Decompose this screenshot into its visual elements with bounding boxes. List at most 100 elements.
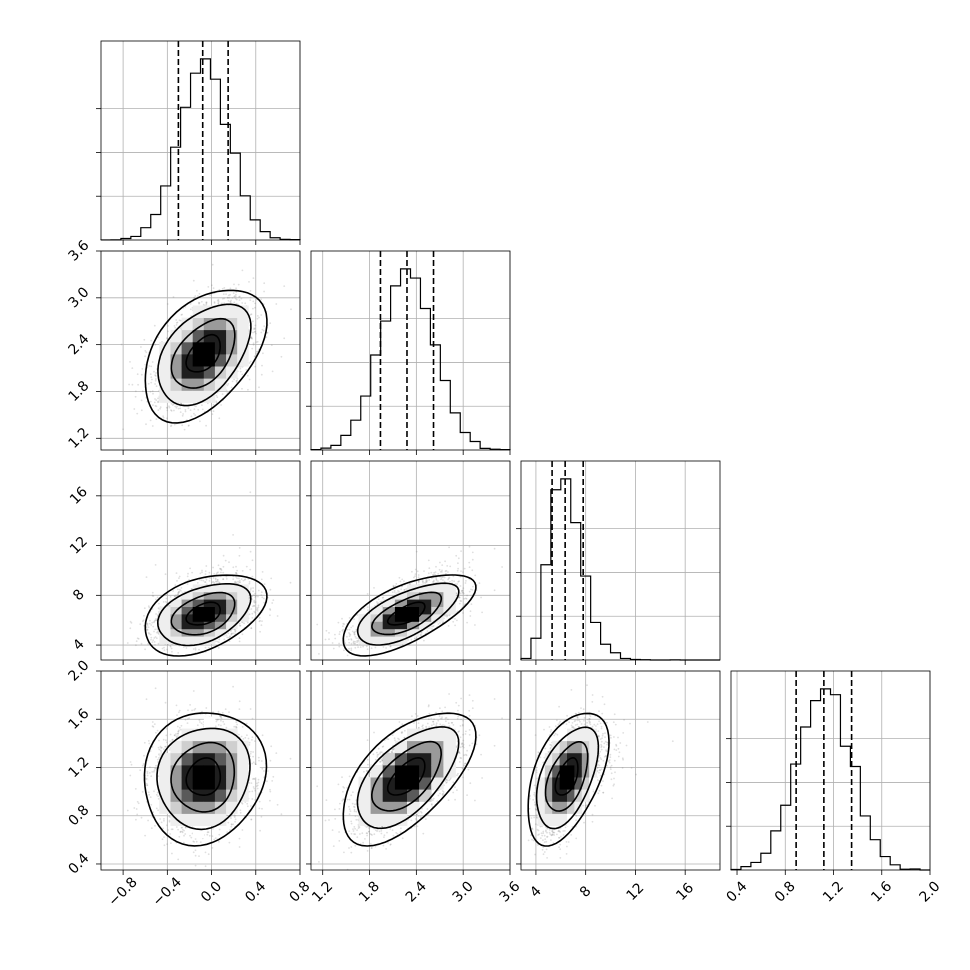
scatter-point bbox=[254, 327, 256, 330]
scatter-point bbox=[157, 397, 159, 400]
scatter-point bbox=[257, 606, 260, 609]
scatter-point bbox=[260, 331, 263, 334]
scatter-point bbox=[276, 615, 279, 617]
scatter-point bbox=[190, 415, 193, 418]
scatter-point bbox=[176, 321, 179, 324]
scatter-point bbox=[162, 601, 165, 603]
scatter-point bbox=[178, 577, 180, 579]
scatter-point bbox=[234, 297, 237, 300]
scatter-point bbox=[249, 589, 252, 591]
scatter-point bbox=[135, 644, 137, 647]
scatter-point bbox=[260, 624, 263, 627]
scatter-point bbox=[235, 302, 238, 305]
scatter-point bbox=[120, 343, 123, 346]
scatter-point bbox=[154, 405, 157, 407]
density-cell bbox=[203, 317, 216, 331]
scatter-point bbox=[167, 643, 170, 646]
density-cell bbox=[170, 354, 182, 367]
scatter-point bbox=[168, 406, 171, 409]
scatter-point bbox=[146, 624, 149, 627]
scatter-point bbox=[235, 291, 238, 293]
scatter-point bbox=[155, 418, 158, 420]
scatter-point bbox=[197, 408, 200, 411]
scatter-point bbox=[141, 390, 144, 393]
scatter-point bbox=[250, 627, 253, 630]
scatter-point bbox=[177, 652, 180, 654]
scatter-point bbox=[234, 629, 237, 632]
density-cell bbox=[192, 305, 205, 318]
scatter-point bbox=[233, 301, 236, 304]
scatter-point bbox=[180, 402, 183, 405]
scatter-point bbox=[134, 390, 137, 393]
scatter-point bbox=[220, 404, 223, 406]
scatter-point bbox=[271, 370, 274, 373]
density-cell bbox=[170, 390, 182, 403]
scatter-point bbox=[248, 281, 250, 283]
scatter-point bbox=[257, 589, 260, 592]
scatter-point bbox=[238, 295, 241, 298]
scatter-point bbox=[261, 328, 264, 331]
scatter-point bbox=[252, 307, 254, 310]
density-cell bbox=[214, 305, 227, 318]
scatter-point bbox=[188, 578, 191, 581]
scatter-point bbox=[256, 315, 259, 317]
scatter-point bbox=[232, 534, 235, 536]
scatter-point bbox=[248, 608, 251, 611]
scatter-point bbox=[153, 370, 155, 373]
scatter-point bbox=[227, 636, 230, 639]
scatter-point bbox=[145, 351, 148, 354]
density-cell bbox=[237, 305, 249, 318]
scatter-point bbox=[204, 573, 207, 575]
scatter-point bbox=[240, 297, 243, 300]
scatter-point bbox=[256, 607, 258, 609]
scatter-point bbox=[189, 308, 192, 311]
scatter-point bbox=[162, 416, 165, 419]
scatter-point bbox=[217, 298, 220, 301]
scatter-point bbox=[174, 405, 177, 408]
density-cell bbox=[181, 354, 194, 367]
scatter-point bbox=[253, 610, 256, 613]
scatter-point bbox=[209, 577, 212, 580]
scatter-point bbox=[184, 410, 187, 413]
scatter-point bbox=[251, 595, 254, 598]
density-cell bbox=[214, 354, 227, 367]
scatter-point bbox=[167, 325, 169, 327]
scatter-point bbox=[235, 298, 238, 301]
scatter-point bbox=[165, 597, 168, 600]
scatter-point bbox=[219, 568, 222, 570]
scatter-point bbox=[141, 368, 144, 370]
scatter-point bbox=[169, 644, 172, 647]
density-cell bbox=[214, 329, 227, 343]
scatter-point bbox=[249, 550, 252, 553]
density-cell bbox=[226, 366, 238, 379]
scatter-point bbox=[237, 582, 240, 585]
scatter-point bbox=[155, 618, 157, 620]
scatter-point bbox=[179, 327, 182, 330]
scatter-point bbox=[200, 300, 203, 303]
scatter-point bbox=[172, 403, 175, 406]
scatter-point bbox=[245, 565, 248, 568]
scatter-point bbox=[220, 571, 222, 574]
scatter-point bbox=[208, 571, 211, 574]
scatter-point bbox=[179, 411, 182, 413]
scatter-point bbox=[221, 393, 224, 395]
density-cell bbox=[203, 378, 216, 391]
scatter-point bbox=[161, 647, 164, 650]
scatter-point bbox=[194, 648, 197, 651]
scatter-point bbox=[228, 561, 230, 564]
scatter-point bbox=[151, 425, 154, 427]
scatter-point bbox=[246, 374, 249, 377]
scatter-point bbox=[253, 604, 255, 607]
scatter-point bbox=[142, 619, 145, 622]
scatter-point bbox=[201, 569, 203, 572]
scatter-point bbox=[235, 581, 238, 584]
scatter-point bbox=[263, 282, 266, 285]
scatter-point bbox=[143, 607, 146, 610]
scatter-point bbox=[251, 347, 254, 350]
scatter-point bbox=[173, 595, 176, 598]
scatter-point bbox=[168, 604, 170, 607]
scatter-point bbox=[232, 566, 235, 569]
scatter-point bbox=[154, 564, 157, 566]
scatter-point bbox=[258, 616, 261, 619]
scatter-point bbox=[235, 380, 238, 382]
